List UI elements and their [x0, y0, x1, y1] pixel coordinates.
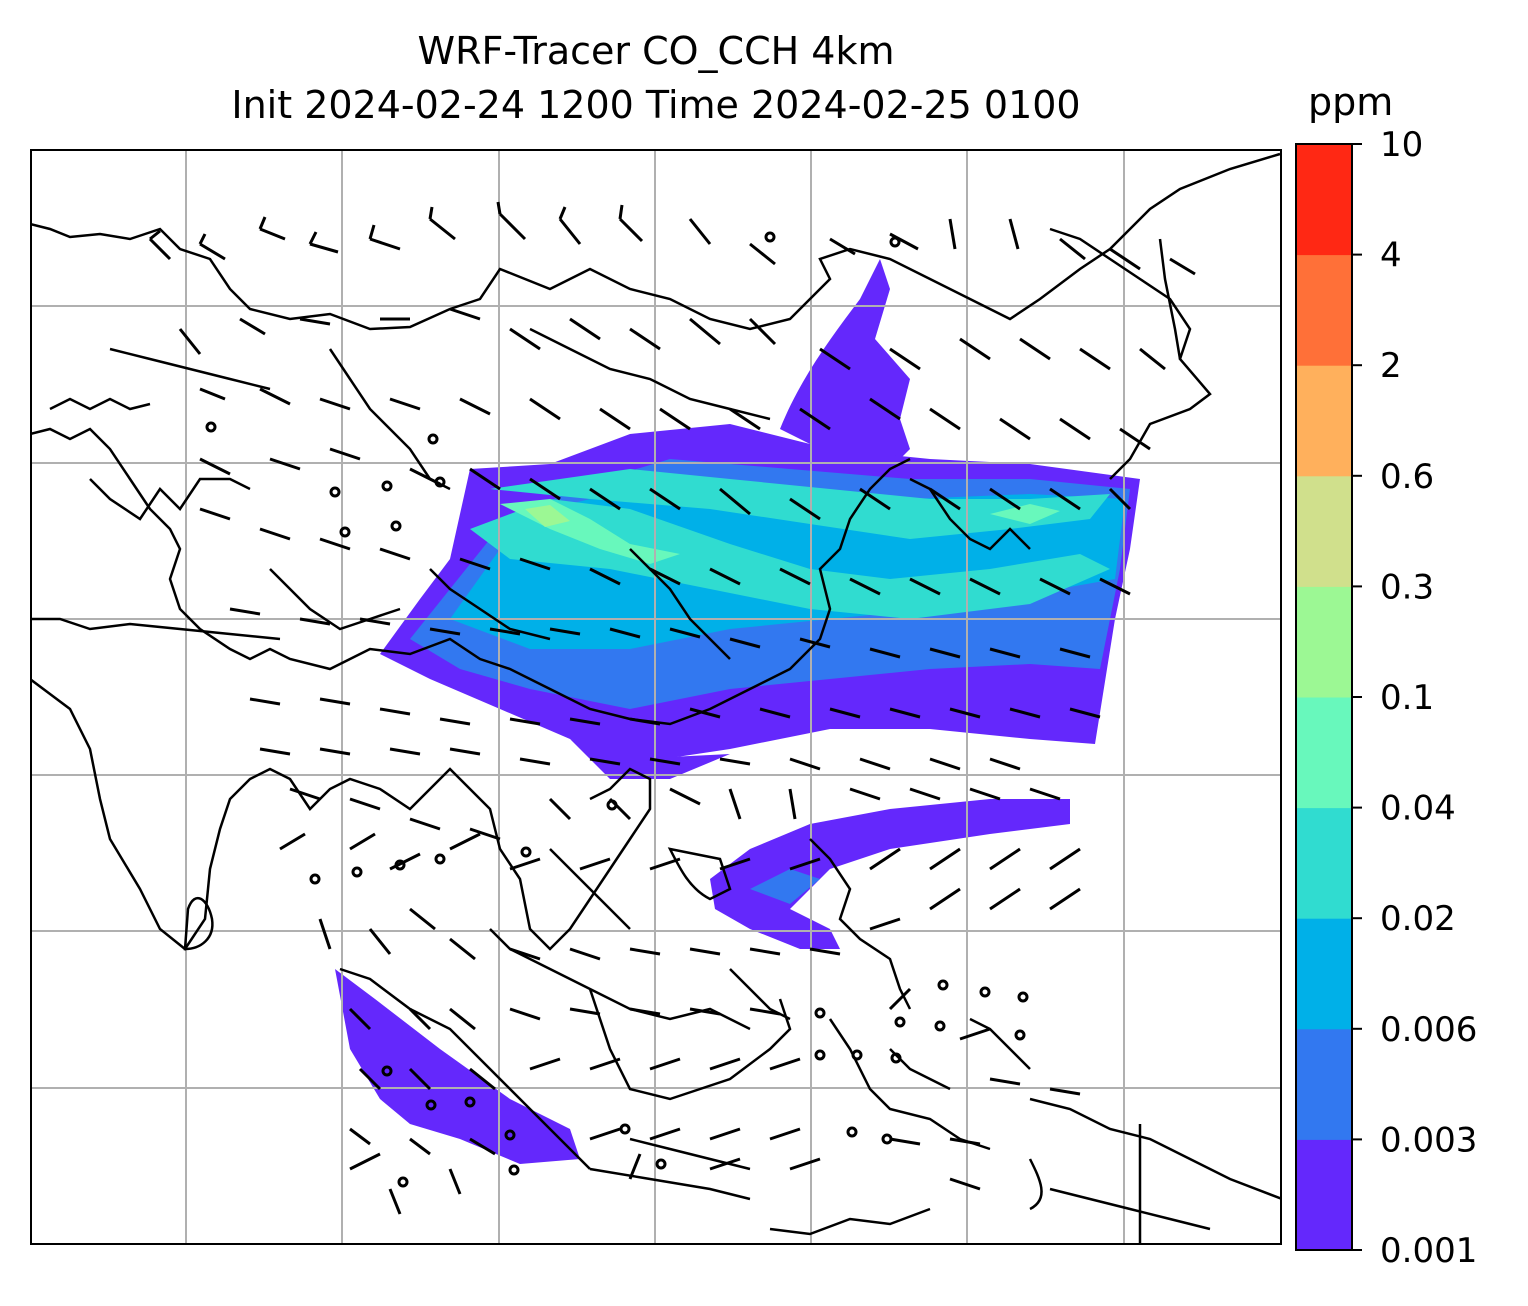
colorbar-segment: [1296, 475, 1352, 587]
colorbar-tick-label: 0.3: [1380, 567, 1434, 607]
colorbar-tick-label: 0.6: [1380, 457, 1434, 497]
colorbar-segment: [1296, 586, 1352, 698]
colorbar-segment: [1296, 144, 1352, 256]
colorbar-segment: [1296, 807, 1352, 919]
colorbar-tick-label: 10: [1380, 130, 1423, 165]
colorbar-tick-label: 0.02: [1380, 899, 1456, 939]
colorbar-tick-label: 2: [1380, 346, 1402, 386]
map-title-line1: WRF-Tracer CO_CCH 4km: [417, 29, 895, 73]
colorbar-tick-label: 4: [1380, 236, 1402, 276]
colorbar-segment: [1296, 1139, 1352, 1251]
calm-circles: [205, 231, 1029, 1188]
tracer-shading: [335, 259, 1140, 1164]
colorbar-unit: ppm: [1308, 80, 1394, 124]
gridlines: [30, 149, 1282, 1245]
map-title-line2: Init 2024-02-24 1200 Time 2024-02-25 010…: [231, 83, 1081, 127]
map-panel: [30, 149, 1282, 1245]
colorbar-segment: [1296, 1028, 1352, 1140]
colorbar-segment: [1296, 254, 1352, 366]
colorbar-segment: [1296, 365, 1352, 477]
colorbar-tick-label: 0.001: [1380, 1231, 1477, 1270]
colorbar-segment: [1296, 918, 1352, 1030]
colorbar-tick-label: 0.006: [1380, 1010, 1477, 1050]
wind-barbs: [148, 201, 1196, 1215]
colorbar-tick-label: 0.003: [1380, 1120, 1477, 1160]
colorbar-tick-label: 0.1: [1380, 678, 1434, 718]
colorbar-tick-label: 0.04: [1380, 789, 1456, 829]
colorbar-segment: [1296, 697, 1352, 809]
colorbar: 0.001 0.003 0.006 0.02 0.04 0.1 0.3 0.6 2 4 10: [1295, 130, 1477, 1270]
map-frame: [30, 149, 1282, 1245]
